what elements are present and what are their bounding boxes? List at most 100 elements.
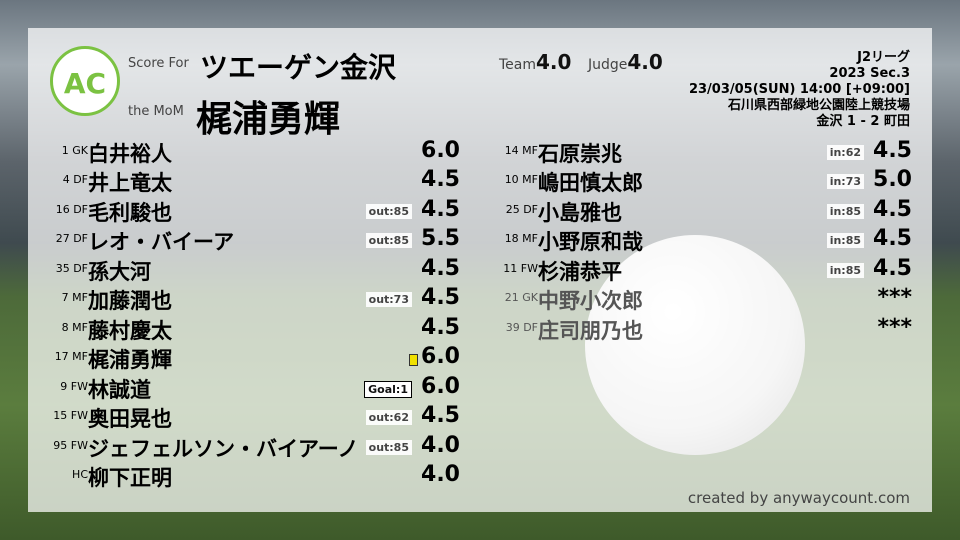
player-number-position: 10 MF bbox=[504, 173, 538, 187]
sub-tag: out:85 bbox=[365, 233, 412, 249]
player-name: 毛利駿也 bbox=[88, 200, 172, 225]
player-number-position: 11 FW bbox=[503, 261, 538, 275]
player-number-position: 35 DF bbox=[55, 261, 88, 275]
player-score: 4.0 bbox=[421, 461, 460, 487]
score-for-label: Score For bbox=[128, 56, 189, 71]
player-number-position: 15 FW bbox=[53, 409, 88, 423]
player-row: 1 GK 白井裕人 6.0 bbox=[40, 138, 460, 166]
sub-tag: in:85 bbox=[826, 262, 864, 278]
sub-tag: in:85 bbox=[826, 203, 864, 219]
player-row: 16 DF 毛利駿也 out:85 4.5 bbox=[40, 197, 460, 225]
player-row: 25 DF 小島雅也 in:85 4.5 bbox=[490, 197, 912, 225]
player-name: 加藤潤也 bbox=[88, 289, 172, 314]
player-number-position: 4 DF bbox=[62, 173, 88, 187]
player-number-position: HC bbox=[72, 467, 88, 481]
match-info: J2リーグ 2023 Sec.3 23/03/05(SUN) 14:00 [+0… bbox=[689, 50, 910, 130]
datetime: 23/03/05(SUN) 14:00 [+09:00] bbox=[688, 82, 910, 97]
sub-tag: out:85 bbox=[365, 439, 412, 455]
player-row: HC 柳下正明 4.0 bbox=[40, 462, 460, 490]
judge-score-label: Judge bbox=[588, 57, 628, 73]
section: 2023 Sec.3 bbox=[829, 66, 910, 81]
sub-tag: in:85 bbox=[826, 233, 864, 249]
goal-tag: Goal:1 bbox=[364, 380, 412, 398]
player-score: 4.5 bbox=[421, 285, 460, 311]
score-panel bbox=[28, 28, 932, 512]
player-score: 4.0 bbox=[421, 432, 460, 458]
player-score: 4.5 bbox=[873, 255, 912, 281]
player-number-position: 18 MF bbox=[504, 232, 538, 246]
player-row: 95 FW ジェフェルソン・バイアーノ out:85 4.0 bbox=[40, 433, 460, 461]
player-row: 27 DF レオ・バイーア out:85 5.5 bbox=[40, 226, 460, 254]
player-number-position: 95 FW bbox=[53, 438, 88, 452]
player-score: 4.5 bbox=[421, 255, 460, 281]
player-number-position: 1 GK bbox=[61, 144, 88, 157]
team-score-label: Team bbox=[499, 57, 537, 73]
judge-score: Judge4.0 bbox=[588, 50, 663, 74]
player-score: *** bbox=[877, 314, 912, 340]
player-row: 14 MF 石原崇兆 in:62 4.5 bbox=[490, 138, 912, 166]
player-row: 4 DF 井上竜太 4.5 bbox=[40, 167, 460, 195]
league: J2リーグ bbox=[857, 50, 910, 65]
anywaycount-logo: AC bbox=[50, 46, 120, 116]
team-name: ツエーゲン金沢 bbox=[200, 51, 397, 84]
player-name: 嶋田慎太郎 bbox=[538, 171, 643, 196]
player-score: 5.0 bbox=[873, 167, 912, 193]
player-number-position: 21 GK bbox=[504, 291, 538, 305]
credit: created by anywaycount.com bbox=[687, 489, 910, 507]
player-score: 4.5 bbox=[421, 167, 460, 193]
player-score: 5.5 bbox=[421, 226, 460, 252]
player-row: 18 MF 小野原和哉 in:85 4.5 bbox=[490, 226, 912, 254]
mom-label: the MoM bbox=[128, 104, 184, 119]
player-name: 梶浦勇輝 bbox=[88, 348, 172, 373]
player-row: 35 DF 孫大河 4.5 bbox=[40, 256, 460, 284]
player-row: 8 MF 藤村慶太 4.5 bbox=[40, 315, 460, 343]
player-score: 4.5 bbox=[421, 314, 460, 340]
yellow-card-icon bbox=[409, 354, 418, 367]
player-row: 21 GK 中野小次郎 *** bbox=[490, 285, 912, 313]
player-row: 39 DF 庄司朋乃也 *** bbox=[490, 315, 912, 343]
player-name: 小島雅也 bbox=[538, 200, 622, 225]
sub-tag: out:73 bbox=[365, 292, 412, 308]
player-score: 6.0 bbox=[421, 138, 460, 163]
player-name: 柳下正明 bbox=[88, 465, 172, 490]
player-name: 石原崇兆 bbox=[538, 142, 622, 166]
player-name: 孫大河 bbox=[88, 259, 151, 284]
player-row: 7 MF 加藤潤也 out:73 4.5 bbox=[40, 285, 460, 313]
player-row: 17 MF 梶浦勇輝 6.0 bbox=[40, 344, 460, 372]
result: 金沢 1 - 2 町田 bbox=[816, 114, 910, 129]
player-number-position: 7 MF bbox=[61, 291, 88, 305]
player-name: 小野原和哉 bbox=[538, 230, 643, 255]
player-number-position: 27 DF bbox=[55, 232, 88, 246]
player-name: ジェフェルソン・バイアーノ bbox=[88, 436, 359, 461]
player-score: 4.5 bbox=[421, 403, 460, 429]
player-number-position: 9 FW bbox=[60, 379, 88, 393]
player-score: 4.5 bbox=[873, 138, 912, 163]
player-number-position: 16 DF bbox=[55, 202, 88, 216]
team-score-value: 4.0 bbox=[536, 50, 572, 74]
player-number-position: 8 MF bbox=[61, 320, 88, 334]
sub-tag: in:73 bbox=[826, 174, 864, 190]
player-name: 林誠道 bbox=[88, 377, 151, 402]
judge-score-value: 4.0 bbox=[627, 50, 663, 74]
player-row: 10 MF 嶋田慎太郎 in:73 5.0 bbox=[490, 167, 912, 195]
player-name: 藤村慶太 bbox=[88, 318, 172, 343]
player-score: 6.0 bbox=[421, 373, 460, 399]
player-number-position: 14 MF bbox=[504, 144, 538, 157]
logo-text: AC bbox=[63, 67, 107, 100]
sub-tag: in:62 bbox=[826, 145, 864, 160]
player-row: 11 FW 杉浦恭平 in:85 4.5 bbox=[490, 256, 912, 284]
player-number-position: 39 DF bbox=[505, 320, 538, 334]
sub-tag: out:62 bbox=[365, 410, 412, 426]
player-name: 奥田晃也 bbox=[88, 407, 172, 432]
player-name: レオ・バイーア bbox=[88, 230, 235, 255]
player-name: 井上竜太 bbox=[88, 171, 172, 196]
player-name: 中野小次郎 bbox=[538, 289, 643, 314]
player-number-position: 17 MF bbox=[54, 350, 88, 364]
player-name: 杉浦恭平 bbox=[538, 259, 622, 284]
player-score: *** bbox=[877, 285, 912, 311]
player-row: 15 FW 奥田晃也 out:62 4.5 bbox=[40, 403, 460, 431]
mom-name: 梶浦勇輝 bbox=[196, 99, 341, 140]
player-name: 白井裕人 bbox=[88, 142, 172, 166]
player-score: 4.5 bbox=[873, 226, 912, 252]
venue: 石川県西部緑地公園陸上競技場 bbox=[727, 98, 910, 113]
